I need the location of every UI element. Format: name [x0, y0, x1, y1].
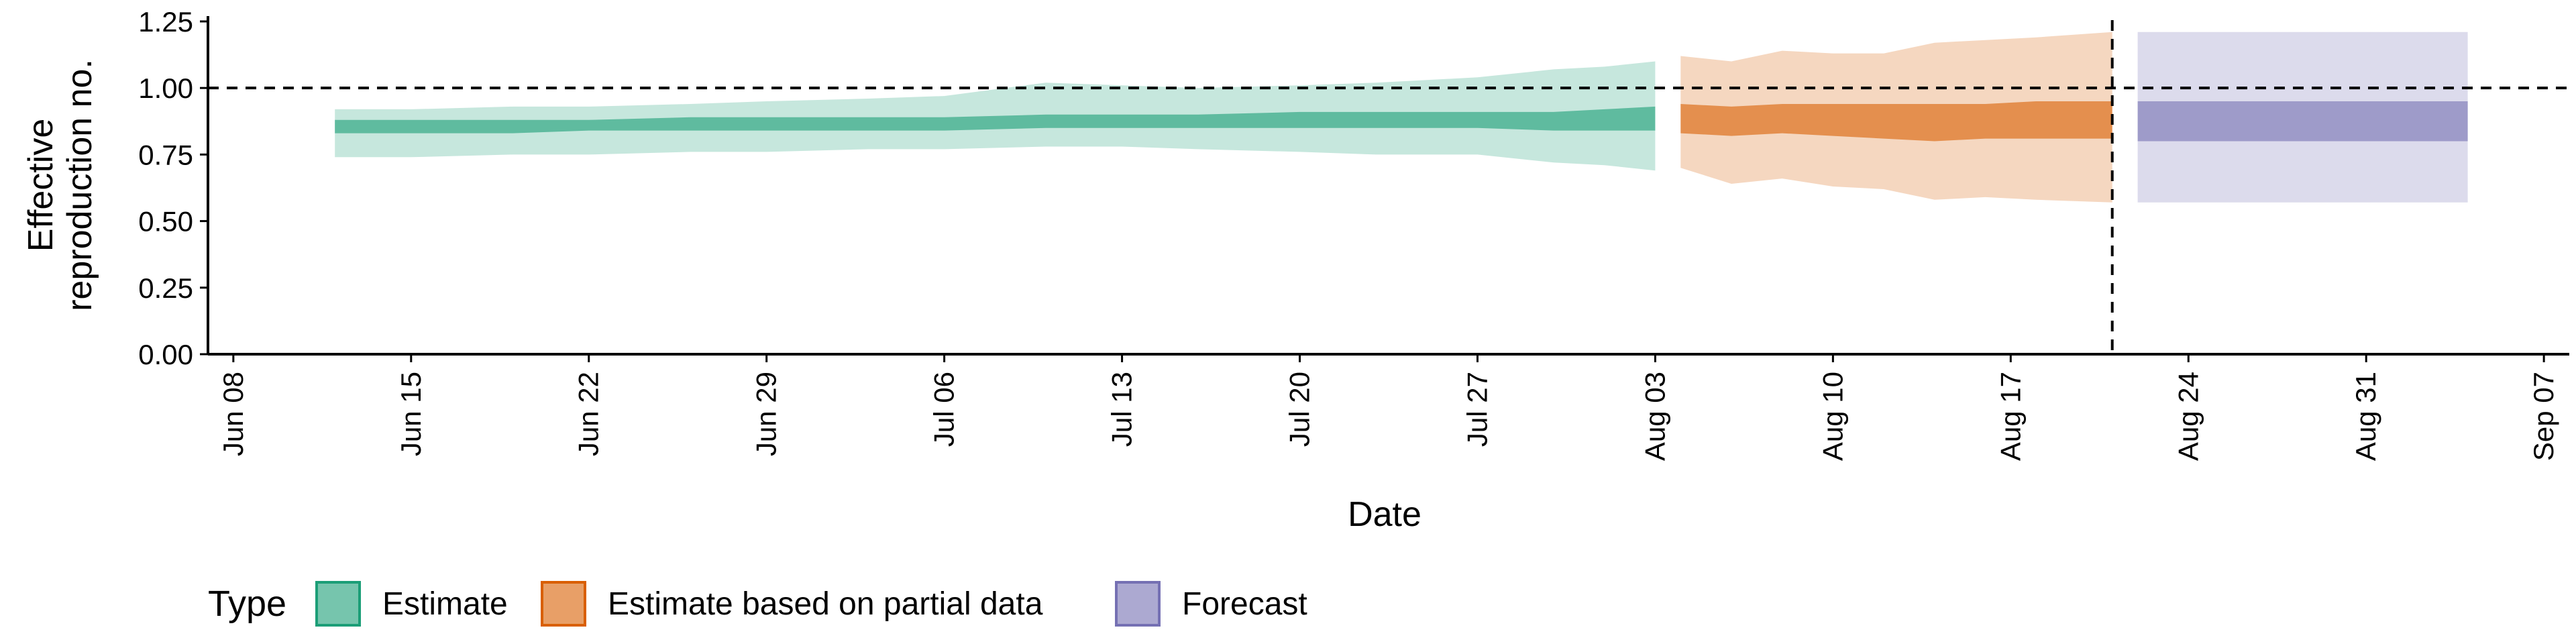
x-tick-label: Jul 20	[1284, 372, 1316, 447]
y-axis-title-line: reproduction no.	[60, 59, 99, 311]
band-50-estimate-based-on-partial-data	[1680, 101, 2112, 142]
legend-key-estimate-based-on-partial-data	[541, 581, 586, 627]
plot-bands	[335, 32, 2468, 203]
band-50-forecast	[2137, 101, 2468, 142]
x-tick-label: Aug 03	[1639, 372, 1670, 461]
x-axis-title: Date	[1348, 495, 1421, 534]
x-tick-label: Aug 10	[1817, 372, 1848, 461]
legend-label: Estimate	[382, 586, 508, 622]
y-tick-label: 0.00	[138, 339, 193, 370]
y-tick-label: 1.00	[138, 72, 193, 104]
legend-label: Estimate based on partial data	[608, 586, 1043, 622]
legend-title: Type	[208, 584, 286, 624]
legend-key-forecast	[1115, 581, 1161, 627]
y-tick-label: 0.50	[138, 206, 193, 237]
legend: Type Estimate Estimate based on partial da…	[208, 581, 1307, 627]
y-tick-label: 1.25	[138, 6, 193, 38]
x-tick-label: Jul 13	[1106, 372, 1138, 447]
x-tick-label: Jun 08	[217, 372, 249, 456]
x-tick-label: Jun 15	[395, 372, 427, 456]
y-axis-title-line: Effective	[21, 119, 60, 252]
x-tick-label: Jul 27	[1461, 372, 1493, 447]
band-50-estimate	[335, 106, 1656, 133]
x-tick-label: Jun 22	[573, 372, 604, 456]
y-axis-title: Effective reproduction no.	[21, 59, 99, 311]
x-tick-label: Aug 17	[1994, 372, 2026, 461]
x-tick-label: Sep 07	[2528, 372, 2559, 461]
x-tick-label: Jun 29	[751, 372, 782, 456]
x-tick-label: Jul 06	[928, 372, 960, 447]
x-tick-label: Aug 31	[2350, 372, 2381, 461]
x-tick-label: Aug 24	[2172, 372, 2204, 461]
y-tick-label: 0.25	[138, 272, 193, 304]
y-tick-label: 0.75	[138, 139, 193, 170]
legend-label: Forecast	[1182, 586, 1307, 622]
legend-key-estimate	[315, 581, 361, 627]
axes: 0.00 0.25 0.50 0.75 1.00 1.25 Jun 08 Jun 15 Jun …	[138, 6, 2569, 461]
